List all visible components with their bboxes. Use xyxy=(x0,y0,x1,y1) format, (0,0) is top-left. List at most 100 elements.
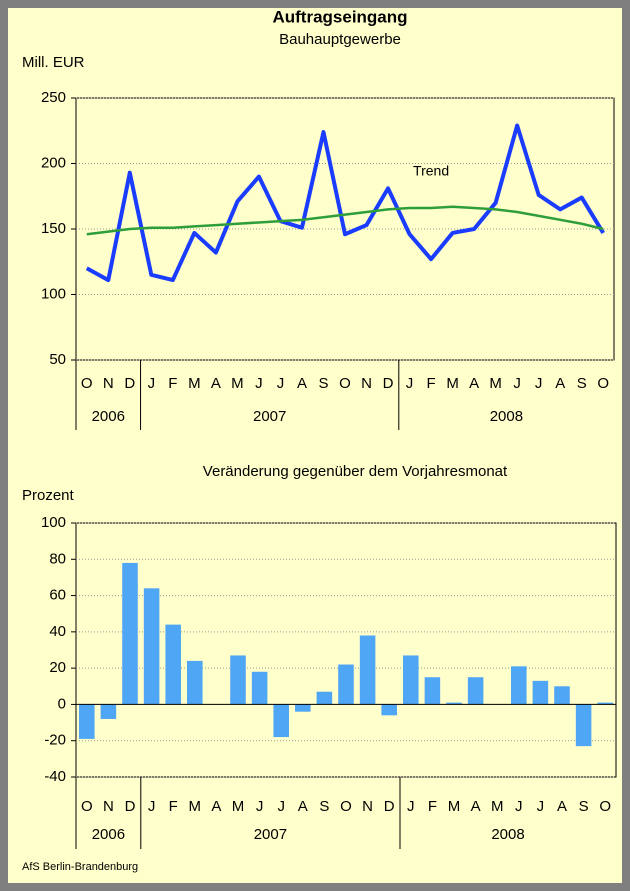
bar xyxy=(554,686,570,705)
x-tick-label: M xyxy=(446,375,459,392)
x-tick-label: J xyxy=(535,375,543,392)
bar xyxy=(359,635,376,705)
x-tick-label: O xyxy=(81,375,93,392)
x-group-label: 2006 xyxy=(92,826,125,843)
x-tick-label: J xyxy=(148,798,156,815)
x-tick-label: J xyxy=(406,375,414,392)
bar xyxy=(316,691,333,705)
y-tick-label: 20 xyxy=(49,659,66,676)
x-tick-label: M xyxy=(231,375,244,392)
x-tick-label: M xyxy=(188,375,201,392)
x-tick-label: J xyxy=(277,798,285,815)
bar xyxy=(251,671,268,705)
x-tick-label: O xyxy=(339,375,351,392)
chart-title: Auftragseingang xyxy=(272,7,407,26)
x-tick-label: F xyxy=(426,375,435,392)
bar xyxy=(381,704,397,716)
x-tick-label: A xyxy=(211,375,221,392)
y-tick-label: 80 xyxy=(49,550,66,567)
x-tick-label: M xyxy=(491,798,504,815)
x-group-label: 2007 xyxy=(254,826,287,843)
x-tick-label: D xyxy=(124,375,135,392)
bar xyxy=(273,704,289,738)
x-tick-label: A xyxy=(469,375,479,392)
y-tick-label: 250 xyxy=(41,89,66,106)
x-tick-label: O xyxy=(81,798,93,815)
bar xyxy=(230,655,246,705)
x-tick-label: J xyxy=(277,375,285,392)
x-tick-label: D xyxy=(125,798,136,815)
x-tick-label: F xyxy=(168,375,177,392)
series-label: Trend xyxy=(413,163,449,179)
bar xyxy=(187,660,203,705)
x-tick-label: S xyxy=(319,798,329,815)
x-tick-label: O xyxy=(340,798,352,815)
x-tick-label: N xyxy=(361,375,372,392)
x-tick-label: J xyxy=(407,798,415,815)
bar xyxy=(165,624,181,705)
y-tick-label: 100 xyxy=(41,285,66,302)
x-tick-label: N xyxy=(103,798,114,815)
x-tick-label: A xyxy=(297,375,307,392)
x-tick-label: O xyxy=(597,375,609,392)
bar xyxy=(100,704,117,719)
x-group-label: 2008 xyxy=(491,826,524,843)
x-tick-label: D xyxy=(384,798,395,815)
y-tick-label: 200 xyxy=(41,154,66,171)
chart-subtitle: Bauhauptgewerbe xyxy=(279,31,401,48)
bar xyxy=(424,677,441,705)
x-tick-label: N xyxy=(103,375,114,392)
bar xyxy=(511,666,527,705)
x-tick-label: N xyxy=(362,798,373,815)
y-tick-label: -40 xyxy=(44,768,66,785)
x-tick-label: A xyxy=(471,798,481,815)
x-tick-label: S xyxy=(579,798,589,815)
x-tick-label: J xyxy=(148,375,156,392)
x-tick-label: O xyxy=(599,798,611,815)
x-group-label: 2008 xyxy=(490,408,523,425)
x-group-label: 2007 xyxy=(253,408,286,425)
x-group-label: 2006 xyxy=(92,408,125,425)
line-series xyxy=(85,123,605,283)
x-tick-label: S xyxy=(577,375,587,392)
bar xyxy=(122,562,138,705)
x-tick-label: J xyxy=(537,798,545,815)
bar xyxy=(338,664,354,705)
x-tick-label: M xyxy=(232,798,245,815)
x-tick-label: M xyxy=(489,375,502,392)
x-tick-label: A xyxy=(557,798,567,815)
bar xyxy=(467,677,484,705)
y-tick-label: 100 xyxy=(41,514,66,531)
x-tick-label: F xyxy=(169,798,178,815)
y-tick-label: 50 xyxy=(49,351,66,368)
y-tick-label: -20 xyxy=(44,732,66,749)
bar xyxy=(446,702,462,705)
bar xyxy=(143,588,160,705)
y-tick-label: 60 xyxy=(49,587,66,604)
bar xyxy=(532,680,549,705)
chart-title: Veränderung gegenüber dem Vorjahresmonat xyxy=(203,463,508,480)
x-tick-label: F xyxy=(428,798,437,815)
background xyxy=(8,8,622,883)
x-tick-label: M xyxy=(189,798,202,815)
bar xyxy=(597,702,613,705)
x-tick-label: A xyxy=(298,798,308,815)
y-tick-label: 150 xyxy=(41,220,66,237)
x-tick-label: A xyxy=(555,375,565,392)
x-tick-label: J xyxy=(256,798,264,815)
x-tick-label: J xyxy=(255,375,263,392)
x-tick-label: D xyxy=(383,375,394,392)
x-tick-label: S xyxy=(318,375,328,392)
x-tick-label: J xyxy=(513,375,521,392)
y-axis-label: Mill. EUR xyxy=(22,54,85,71)
bar xyxy=(403,655,419,705)
bar xyxy=(575,704,592,747)
x-tick-label: J xyxy=(515,798,523,815)
source: AfS Berlin-Brandenburg xyxy=(22,861,138,873)
x-tick-label: A xyxy=(211,798,221,815)
y-tick-label: 40 xyxy=(49,623,66,640)
bar xyxy=(295,704,311,712)
y-axis-label: Prozent xyxy=(22,487,75,504)
y-tick-label: 0 xyxy=(58,695,66,712)
